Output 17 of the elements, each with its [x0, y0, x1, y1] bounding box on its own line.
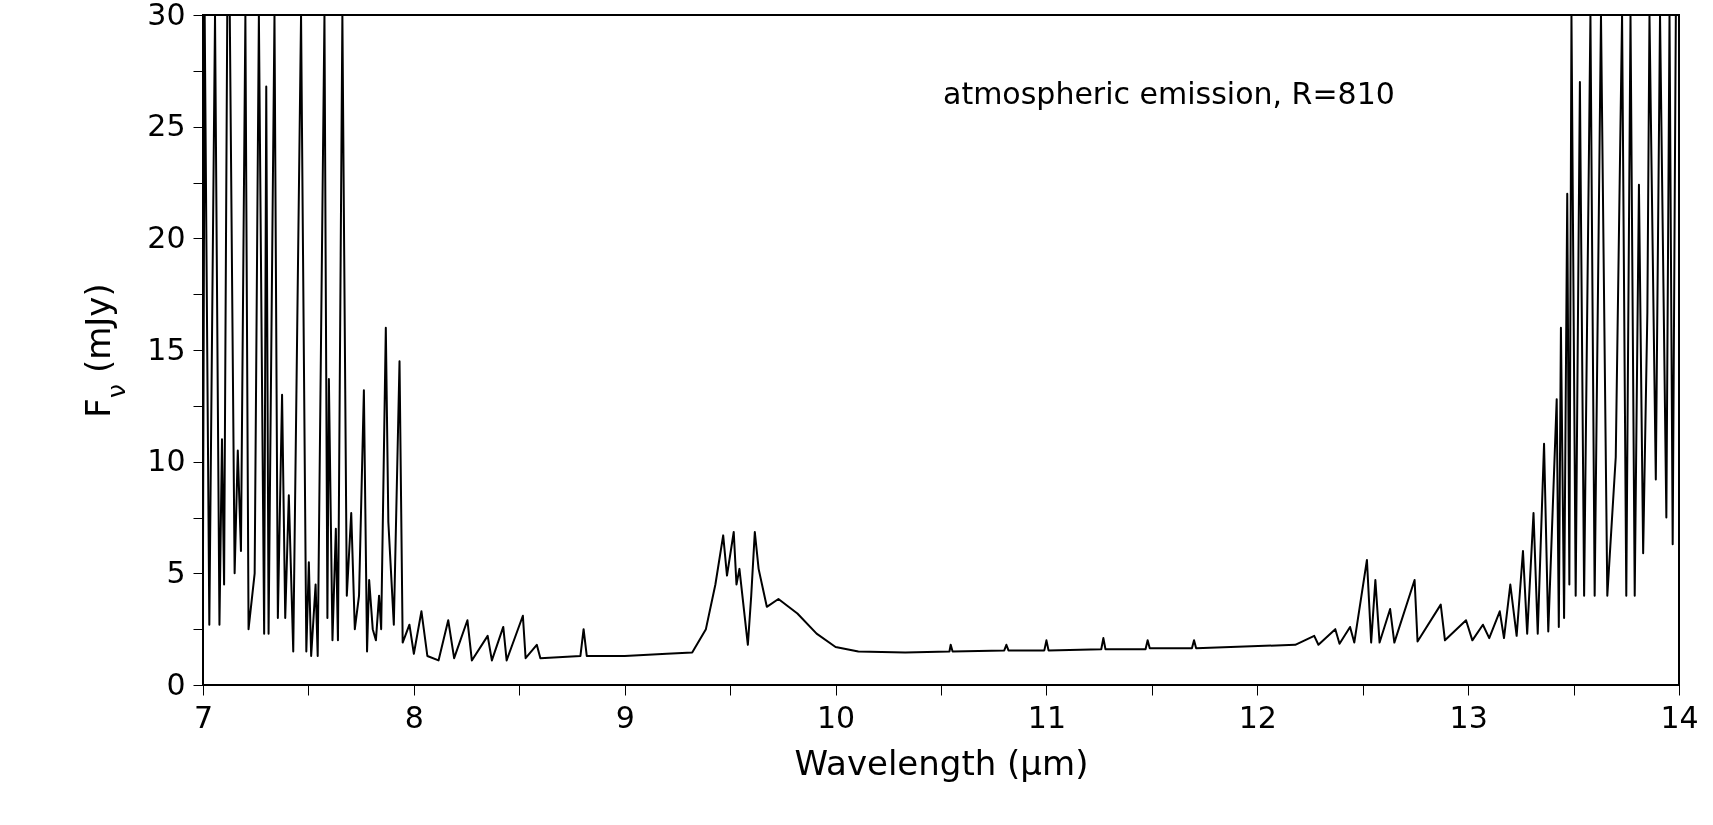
x-tick-label: 8 [404, 699, 424, 735]
annotation: atmospheric emission, R=810 [943, 76, 1395, 111]
x-tick-label: 12 [1238, 699, 1277, 735]
y-tick-label: 0 [166, 666, 186, 702]
y-tick-label: 15 [147, 331, 186, 367]
x-tick-label: 13 [1449, 699, 1488, 735]
x-tick-label: 9 [615, 699, 635, 735]
x-tick-label: 7 [193, 699, 214, 735]
y-tick-label: 5 [166, 554, 186, 590]
x-tick-label: 10 [816, 699, 856, 735]
y-tick-label: 20 [147, 219, 186, 255]
x-tick-label: 14 [1660, 699, 1699, 735]
y-tick-label: 25 [147, 108, 186, 144]
y-tick-label: 10 [147, 443, 186, 479]
x-axis-title: Wavelength (μm) [794, 742, 1089, 783]
x-tick-label: 11 [1027, 699, 1067, 735]
y-tick-label: 30 [147, 0, 186, 32]
